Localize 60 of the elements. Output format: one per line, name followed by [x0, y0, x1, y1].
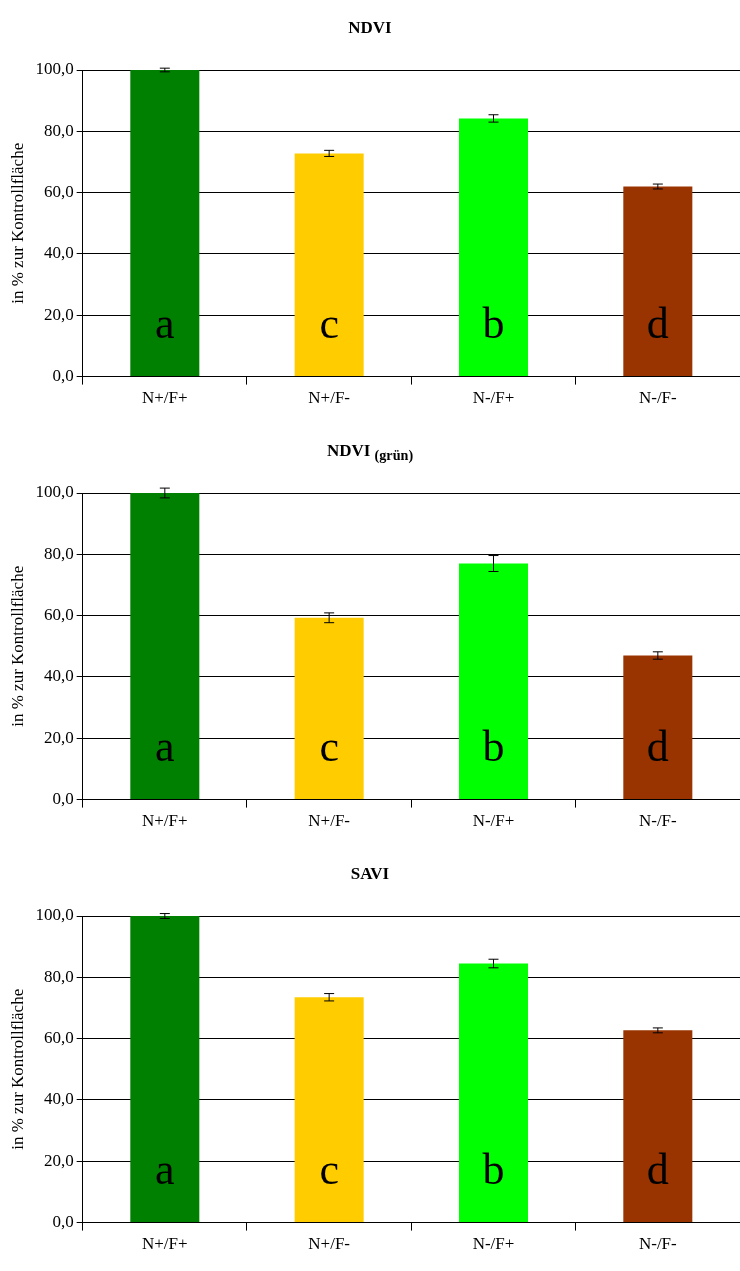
y-axis-title: in % zur Kontrollfläche [7, 565, 27, 727]
x-tick-label: N+/F+ [142, 388, 188, 408]
bar [294, 153, 364, 377]
bar [623, 655, 693, 800]
annotation: c [319, 722, 339, 772]
y-tick-label: 80,0 [43, 966, 74, 986]
y-tick-label: 100,0 [35, 905, 74, 925]
y-axis-title: in % zur Kontrollfläche [7, 988, 27, 1150]
x-tick-label: N+/F- [308, 388, 351, 408]
y-tick-label: 80,0 [43, 543, 74, 563]
bar [623, 1030, 693, 1223]
annotation: b [482, 722, 505, 772]
y-tick-label: 100,0 [35, 482, 74, 502]
y-tick-label: 60,0 [43, 605, 74, 625]
y-tick-label: 100,0 [35, 59, 74, 79]
chart-title: NDVI $_{(grün)}$ [325, 440, 415, 466]
bar [294, 997, 364, 1223]
bar [130, 493, 200, 800]
x-tick-label: N+/F+ [142, 811, 188, 831]
x-tick-label: N+/F- [308, 1234, 351, 1254]
y-tick-label: 60,0 [43, 182, 74, 202]
x-tick-label: N-/F+ [472, 388, 515, 408]
x-tick-label: N-/F+ [472, 811, 515, 831]
y-tick-label: 40,0 [43, 1089, 74, 1109]
annotation: d [646, 299, 669, 349]
y-tick-label: 40,0 [43, 243, 74, 263]
x-tick-label: N-/F- [638, 1234, 678, 1254]
annotation: d [646, 722, 669, 772]
y-tick-label: 20,0 [43, 727, 74, 747]
bar [458, 118, 529, 377]
bar [294, 617, 364, 800]
annotation: c [319, 1145, 339, 1195]
annotation: d [646, 1145, 669, 1195]
bar [623, 186, 693, 377]
bar [458, 963, 529, 1223]
chart-title: SAVI [349, 863, 391, 885]
y-tick-label: 20,0 [43, 1150, 74, 1170]
x-tick-label: N+/F+ [142, 1234, 188, 1254]
y-axis-title: in % zur Kontrollfläche [7, 142, 27, 304]
y-tick-label: 20,0 [43, 304, 74, 324]
annotation: a [155, 1145, 175, 1195]
bar [130, 70, 200, 377]
y-tick-label: 0,0 [52, 366, 74, 386]
annotation: a [155, 722, 175, 772]
annotation: b [482, 1145, 505, 1195]
bar [458, 563, 529, 800]
annotation: a [155, 299, 175, 349]
annotation: c [319, 299, 339, 349]
y-tick-label: 40,0 [43, 666, 74, 686]
bar [130, 916, 200, 1223]
x-tick-label: N-/F- [638, 811, 678, 831]
y-tick-label: 80,0 [43, 120, 74, 140]
annotation: b [482, 299, 505, 349]
x-tick-label: N-/F- [638, 388, 678, 408]
x-tick-label: N+/F- [308, 811, 351, 831]
chart-title: NDVI [347, 17, 393, 39]
y-tick-label: 60,0 [43, 1028, 74, 1048]
y-tick-label: 0,0 [52, 1212, 74, 1232]
x-tick-label: N-/F+ [472, 1234, 515, 1254]
y-tick-label: 0,0 [52, 789, 74, 809]
